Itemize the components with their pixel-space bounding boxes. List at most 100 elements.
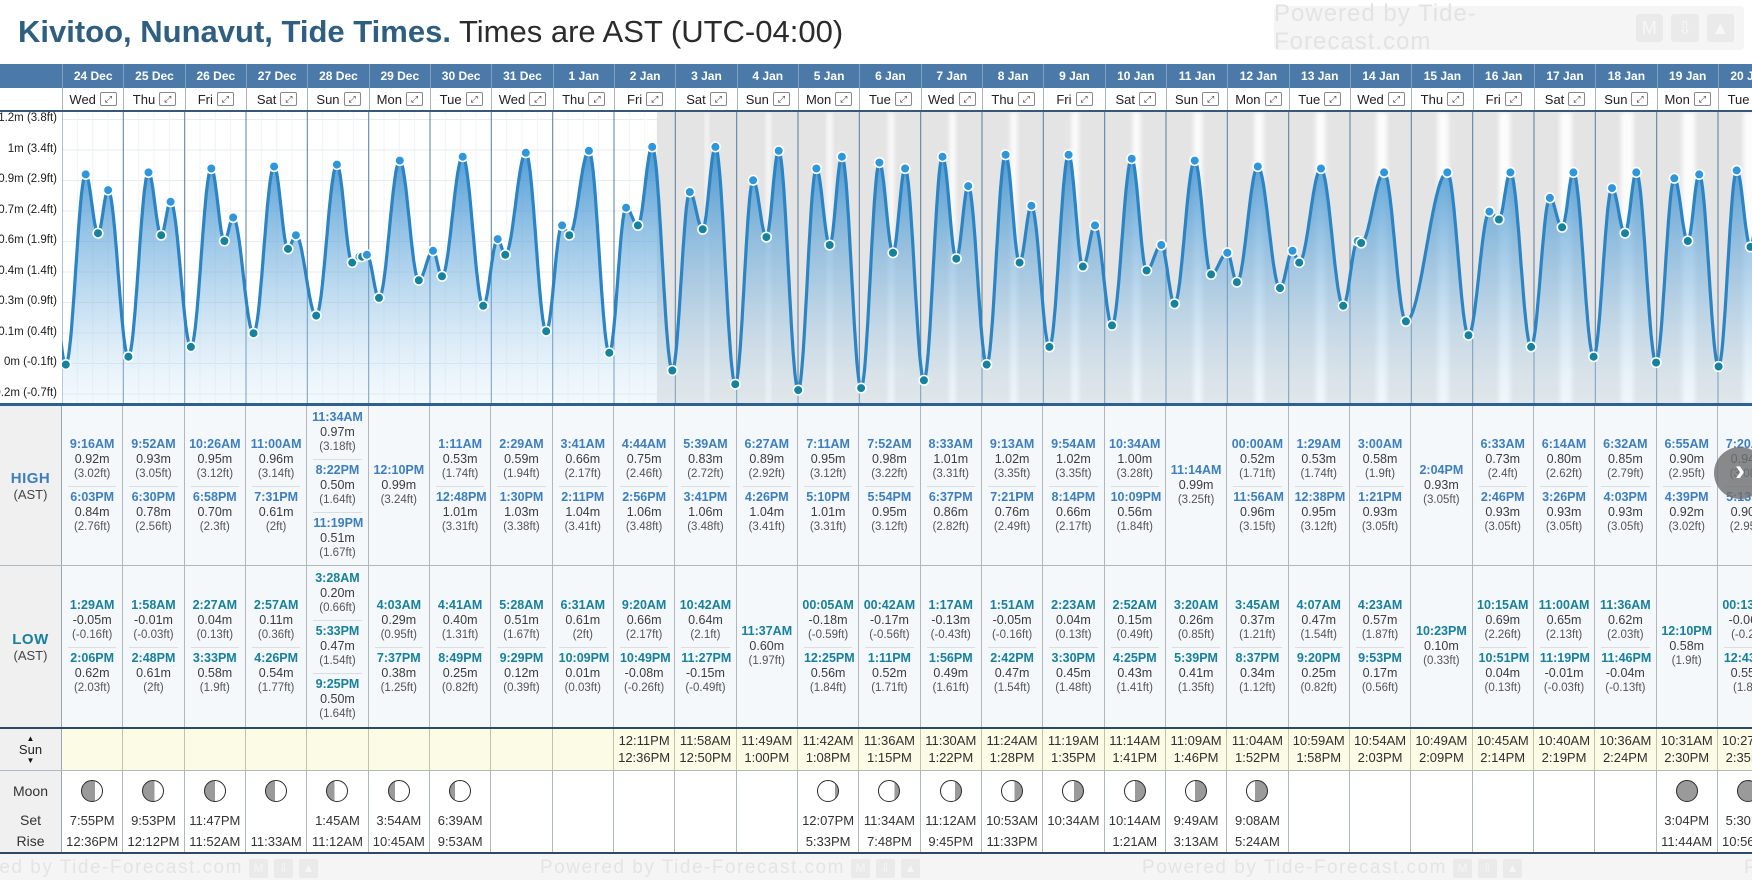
moonset-time: 11:34AM <box>859 810 921 830</box>
tide-height-m: 0.20m <box>320 586 355 600</box>
expand-day-button[interactable]: ⤢ <box>405 92 423 106</box>
tide-height-ft: (0.03ft) <box>564 681 601 694</box>
day-of-week-label: Fri <box>1485 91 1501 107</box>
expand-day-button[interactable]: ⤢ <box>465 92 483 106</box>
sun-times-cell: 10:49AM 2:09PM <box>1411 729 1473 770</box>
tide-entry: 00:42AM -0.17m (-0.56ft) <box>859 597 919 644</box>
tide-height-ft: (-0.56ft) <box>869 628 910 641</box>
expand-day-button[interactable]: ⤢ <box>835 92 853 106</box>
moonset-time: 1:45AM <box>307 810 369 830</box>
tide-entry: 1:30PM 1.03m (3.38ft) <box>497 485 546 536</box>
moonrise-time <box>613 830 676 852</box>
sunset-time: 1:08PM <box>805 750 851 765</box>
tide-entry: 11:00AM 0.96m (3.14ft) <box>246 436 306 483</box>
day-of-week-label: Wed <box>498 91 526 107</box>
tide-height-ft: (3.15ft) <box>1239 520 1276 533</box>
expand-day-button[interactable]: ⤢ <box>99 92 117 106</box>
tide-time: 9:53PM <box>1358 650 1402 665</box>
moon-phase-cell <box>245 771 308 810</box>
moonrise-time: 1:21AM <box>1104 830 1166 852</box>
tide-height-ft: (1.67ft) <box>319 547 356 559</box>
expand-day-button[interactable]: ⤢ <box>894 92 912 106</box>
expand-day-button[interactable]: ⤢ <box>1568 92 1586 106</box>
moonset-time: 6:39AM <box>429 810 492 830</box>
tide-height-ft: (2.03ft) <box>73 681 111 694</box>
tide-height-m: 0.66m <box>1056 504 1091 519</box>
day-header-cell: Fri ⤢ <box>1472 88 1534 110</box>
next-days-button[interactable]: › <box>1714 447 1752 499</box>
tide-height-m: 0.93m <box>1424 478 1459 492</box>
tide-entry: 1:29AM 0.53m (1.74ft) <box>1289 436 1349 483</box>
expand-day-button[interactable]: ⤢ <box>958 92 976 106</box>
tide-height-m: 0.59m <box>504 451 539 466</box>
tide-entry: 1:51AM -0.05m (-0.16ft) <box>982 597 1042 644</box>
moonset-time: 10:14AM <box>1104 810 1166 830</box>
low-tide-cell: 2:27AM 0.04m (0.13ft) 3:33PM 0.58m (1.9ft) <box>184 566 246 727</box>
moon-phase-icon <box>387 779 410 802</box>
day-of-week-label: Mon <box>1664 91 1690 107</box>
moonset-time <box>552 810 614 830</box>
tide-time: 2:57AM <box>253 597 299 612</box>
high-tide-cell: 6:27AM 0.89m (2.92ft) 4:26PM 1.04m (3.41ft) <box>736 406 798 565</box>
tide-entry: 3:45AM 0.37m (1.21ft) <box>1227 597 1287 644</box>
tide-height-m: 0.83m <box>688 451 723 466</box>
expand-day-button[interactable]: ⤢ <box>1631 92 1649 106</box>
day-of-week-label: Sat <box>686 91 706 107</box>
sunset-time: 12:36PM <box>618 750 671 765</box>
tide-height-m: 0.29m <box>381 612 417 627</box>
sunrise-time: 10:49AM <box>1415 733 1468 748</box>
expand-day-button[interactable]: ⤢ <box>280 92 298 106</box>
expand-day-button[interactable]: ⤢ <box>343 92 361 106</box>
low-tide-cell: 6:31AM 0.61m (2ft) 10:09PM 0.01m (0.03ft) <box>552 566 614 727</box>
tide-entry: 11:46PM -0.04m (-0.13ft) <box>1601 646 1651 697</box>
tide-height-m: 0.58m <box>197 665 233 680</box>
expand-day-button[interactable]: ⤢ <box>1017 92 1035 106</box>
low-tide-cell: 1:29AM -0.05m (-0.16ft) 2:06PM 0.62m (2.03ft) <box>62 566 124 727</box>
tide-height-ft: (3.31ft) <box>932 467 969 480</box>
tide-curve-chart <box>62 112 1752 403</box>
expand-day-button[interactable]: ⤢ <box>1447 92 1465 106</box>
expand-day-button[interactable]: ⤢ <box>529 92 547 106</box>
tide-height-m: 0.90m <box>1669 451 1705 466</box>
page-title: Kivitoo, Nunavut, Tide Times. Times are … <box>18 14 843 50</box>
moon-phase-cell <box>920 771 982 810</box>
tide-height-ft: (1.61ft) <box>932 681 969 694</box>
tide-height-m: 0.61m <box>565 612 601 627</box>
expand-day-button[interactable]: ⤢ <box>1264 92 1282 106</box>
watermark-badge-icon: M <box>850 858 870 878</box>
date-header-cell: 4 Jan <box>736 64 798 88</box>
tide-time: 6:37PM <box>928 489 973 504</box>
tide-height-m: 0.26m <box>1178 612 1214 627</box>
tide-entry: 10:15AM 0.69m (2.26ft) <box>1473 597 1533 644</box>
expand-day-button[interactable]: ⤢ <box>216 92 234 106</box>
expand-day-button[interactable]: ⤢ <box>588 92 606 106</box>
tide-height-ft: (2.62ft) <box>1545 467 1583 480</box>
tide-height-ft: (1.84ft) <box>809 681 847 694</box>
expand-day-button[interactable]: ⤢ <box>646 92 664 106</box>
tide-time: 3:30PM <box>1051 650 1096 665</box>
expand-day-button[interactable]: ⤢ <box>1504 92 1522 106</box>
tide-height-m: 0.62m <box>1607 612 1643 627</box>
day-of-week-label: Thu <box>1420 91 1444 107</box>
expand-day-button[interactable]: ⤢ <box>1075 92 1093 106</box>
tide-time: 9:54AM <box>1051 436 1096 451</box>
tide-height-m: 0.04m <box>197 612 233 627</box>
expand-day-button[interactable]: ⤢ <box>1324 92 1342 106</box>
tide-height-ft: (-0.2ft) <box>1731 628 1752 641</box>
tide-entry: 9:20PM 0.25m (0.82ft) <box>1294 646 1343 697</box>
moon-phase-icon <box>939 779 962 802</box>
tide-time: 6:33AM <box>1480 436 1525 451</box>
tide-entry: 6:27AM 0.89m (2.92ft) <box>737 436 797 483</box>
expand-day-button[interactable]: ⤢ <box>1387 92 1405 106</box>
low-tide-cell: 4:23AM 0.57m (1.87ft) 9:53PM 0.17m (0.56ft) <box>1349 566 1412 727</box>
tide-height-ft: (2.76ft) <box>73 520 111 533</box>
expand-day-button[interactable]: ⤢ <box>159 92 177 106</box>
expand-day-button[interactable]: ⤢ <box>772 92 790 106</box>
expand-day-button[interactable]: ⤢ <box>1202 92 1220 106</box>
tide-height-ft: (2.95ft) <box>1729 520 1752 533</box>
tide-time: 1:51AM <box>989 597 1035 612</box>
expand-day-button[interactable]: ⤢ <box>1139 92 1156 106</box>
expand-day-button[interactable]: ⤢ <box>1693 92 1711 106</box>
tide-height-m: 0.95m <box>872 504 907 519</box>
expand-day-button[interactable]: ⤢ <box>709 92 727 106</box>
